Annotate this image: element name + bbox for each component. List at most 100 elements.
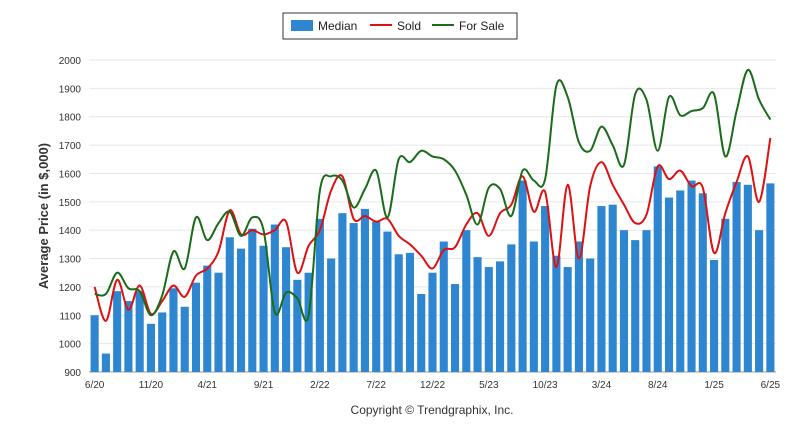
median-bar (304, 272, 313, 372)
median-bar (259, 245, 268, 372)
median-bar (529, 241, 538, 372)
median-bar (101, 353, 110, 372)
median-bar (214, 272, 223, 372)
median-bar (631, 240, 640, 372)
median-bar (394, 254, 403, 372)
median-bar (191, 282, 201, 372)
median-bar (766, 183, 775, 372)
median-bar (462, 230, 471, 372)
median-bar (541, 206, 550, 372)
y-tick-label: 1700 (59, 141, 82, 152)
median-bar (597, 206, 606, 372)
y-tick-label: 1900 (59, 84, 82, 95)
median-bar (113, 291, 122, 372)
median-bar (676, 190, 685, 372)
median-bar (698, 193, 707, 372)
median-bar (552, 255, 561, 372)
median-bar (282, 247, 291, 372)
median-bar (349, 223, 358, 372)
median-bar (687, 180, 696, 372)
median-bar (315, 218, 324, 372)
median-bars (90, 166, 775, 372)
median-bar (574, 241, 583, 372)
legend: Median Sold For Sale (282, 12, 518, 40)
median-bar (146, 323, 155, 372)
sold-line (93, 137, 772, 322)
x-tick-label: 10/23 (533, 380, 558, 391)
median-bar (653, 166, 662, 372)
series-lines (93, 68, 772, 322)
median-bar (755, 230, 764, 372)
median-bar (417, 294, 426, 372)
median-bar (405, 252, 415, 372)
legend-label-median: Median (318, 19, 357, 33)
y-tick-label: 1500 (59, 198, 82, 209)
x-tick-label: 3/24 (592, 380, 612, 391)
median-bar (496, 261, 505, 372)
median-bar (158, 312, 167, 372)
median-bar (473, 257, 482, 372)
median-bar (124, 301, 133, 372)
median-bar (619, 230, 629, 372)
median-bar (383, 231, 392, 372)
y-tick-label: 1000 (59, 340, 82, 351)
median-bar (743, 184, 752, 372)
median-bar (225, 237, 234, 372)
median-bar (338, 213, 347, 372)
legend-label-sold: Sold (397, 19, 421, 33)
x-tick-label: 2/22 (310, 380, 330, 391)
x-tick-label: 12/22 (420, 380, 445, 391)
median-bar (732, 181, 741, 372)
legend-label-for-sale: For Sale (459, 19, 505, 33)
median-bar (293, 279, 302, 372)
median-bar (270, 224, 279, 372)
y-tick-label: 900 (64, 368, 81, 379)
y-tick-label: 1300 (59, 255, 82, 266)
legend-swatch-median (291, 20, 313, 31)
y-tick-label: 1600 (59, 169, 82, 180)
median-bar (518, 180, 527, 372)
median-bar (360, 208, 369, 372)
median-bar (428, 272, 437, 372)
y-axis-label: Average Price (in $,000) (36, 143, 51, 289)
x-tick-label: 7/22 (366, 380, 386, 391)
median-bar (439, 241, 448, 372)
x-tick-label: 9/21 (254, 380, 274, 391)
x-tick-label: 4/21 (198, 380, 218, 391)
median-bar (586, 258, 595, 372)
median-bar (642, 230, 651, 372)
median-bar (248, 228, 257, 372)
median-bar (180, 306, 189, 372)
x-tick-labels: 6/20 11/20 4/21 9/21 2/22 7/22 12/22 5/23 10/23 3… (85, 380, 781, 391)
median-bar (236, 248, 246, 372)
median-bar (721, 218, 730, 372)
median-bar (608, 204, 617, 372)
x-tick-label: 6/20 (85, 380, 105, 391)
x-tick-label: 6/25 (761, 380, 781, 391)
median-bar (169, 288, 178, 372)
y-tick-label: 1200 (59, 283, 82, 294)
median-bar (135, 291, 144, 372)
copyright-text: Copyright © Trendgraphix, Inc. (351, 403, 514, 417)
x-tick-label: 5/23 (479, 380, 499, 391)
x-tick-label: 11/20 (139, 380, 164, 391)
y-tick-label: 1800 (59, 113, 82, 124)
median-bar (327, 258, 336, 372)
median-bar (203, 265, 212, 372)
x-tick-label: 1/25 (704, 380, 724, 391)
x-tick-label: 8/24 (648, 380, 668, 391)
y-tick-label: 1400 (59, 226, 82, 237)
y-tick-label: 1100 (59, 311, 81, 322)
median-bar (484, 267, 493, 372)
median-bar (372, 221, 381, 372)
median-bar (90, 315, 99, 372)
median-bar (664, 197, 674, 372)
median-bar (450, 284, 460, 372)
y-tick-label: 2000 (59, 56, 82, 67)
y-tick-labels: 900 1000 1100 1200 1300 1400 1500 1600 1700 1800 1… (59, 56, 82, 379)
median-bar (507, 244, 516, 372)
for-sale-line (94, 68, 772, 322)
median-bar (563, 267, 572, 372)
median-bar (710, 259, 719, 372)
